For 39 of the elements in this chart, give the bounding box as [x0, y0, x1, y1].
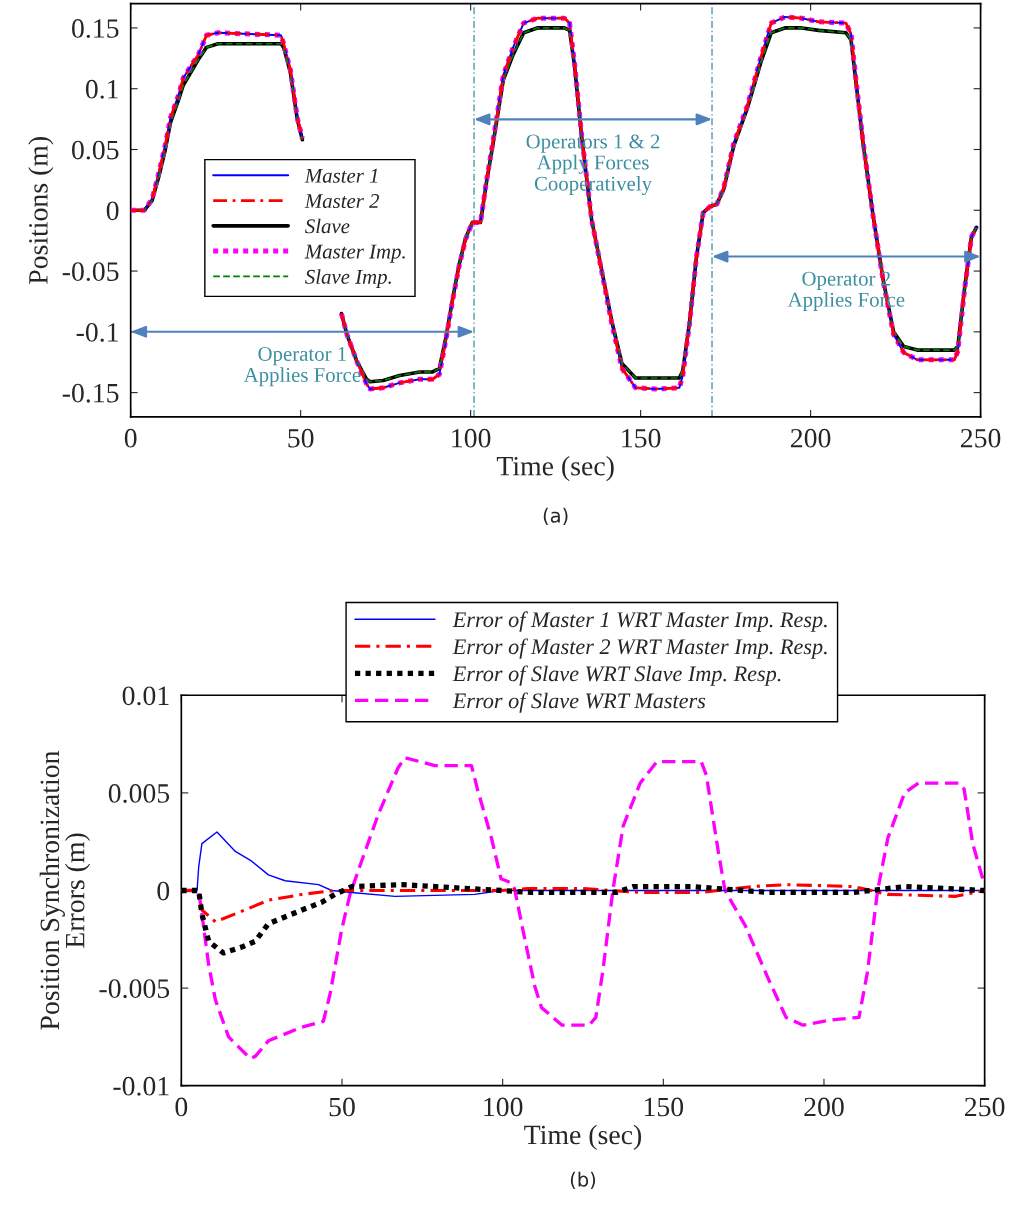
y-axis-title: Position Synchronization Errors (m)	[39, 750, 91, 1030]
x-tick-label: 0	[175, 1097, 188, 1117]
x-tick-label: 200	[790, 428, 831, 448]
y-tick-label: -0.05	[62, 262, 119, 282]
y-tick-label: -0.15	[62, 383, 119, 403]
legend-label: Error of Slave WRT Slave Imp. Resp.	[452, 665, 781, 686]
y-tick-label: -0.1	[76, 323, 118, 342]
x-tick-label: 50	[288, 428, 314, 448]
x-axis-title: Time (sec)	[496, 456, 614, 482]
y-tick-label: 0.15	[72, 19, 119, 38]
legend-label: Error of Master 2 WRT Master Imp. Resp.	[452, 638, 827, 659]
legend-label: Error of Slave WRT Masters	[452, 692, 706, 713]
y-tick-label: -0.005	[99, 979, 170, 999]
x-tick-label: 250	[965, 1097, 1005, 1117]
y-tick-label: 0	[157, 881, 170, 901]
legend-label: Master 1	[304, 168, 378, 183]
legend-label: Error of Master 1 WRT Master Imp. Resp.	[452, 611, 827, 632]
y-tick-label: 0.005	[108, 784, 170, 803]
y-tick-label: -0.01	[113, 1076, 169, 1096]
x-tick-label: 100	[484, 1097, 523, 1117]
x-tick-label: 100	[452, 428, 491, 448]
x-tick-label: 200	[804, 1097, 844, 1117]
y-tick-label: 0.1	[85, 79, 118, 99]
text: (b)	[570, 1171, 596, 1190]
legend-label: Slave Imp.	[305, 269, 391, 289]
legend-label: Slave	[305, 218, 350, 234]
x-tick-label: 150	[644, 1097, 684, 1117]
y-tick-label: 0.05	[72, 140, 119, 160]
x-tick-label: 250	[960, 428, 1001, 448]
y-tick-label: 0.01	[122, 686, 169, 706]
y-tick-label: 0	[106, 201, 119, 221]
x-axis-title: Time (sec)	[524, 1124, 642, 1150]
legend-label: Master 2	[304, 194, 380, 209]
text: (a)	[543, 507, 568, 526]
legend-label: Master Imp.	[304, 244, 405, 263]
x-tick-label: 150	[622, 428, 661, 448]
annotation: Operator 1 Applies Force	[243, 346, 361, 387]
y-axis-title: Positions (m)	[28, 137, 54, 284]
x-tick-label: 50	[329, 1097, 355, 1117]
